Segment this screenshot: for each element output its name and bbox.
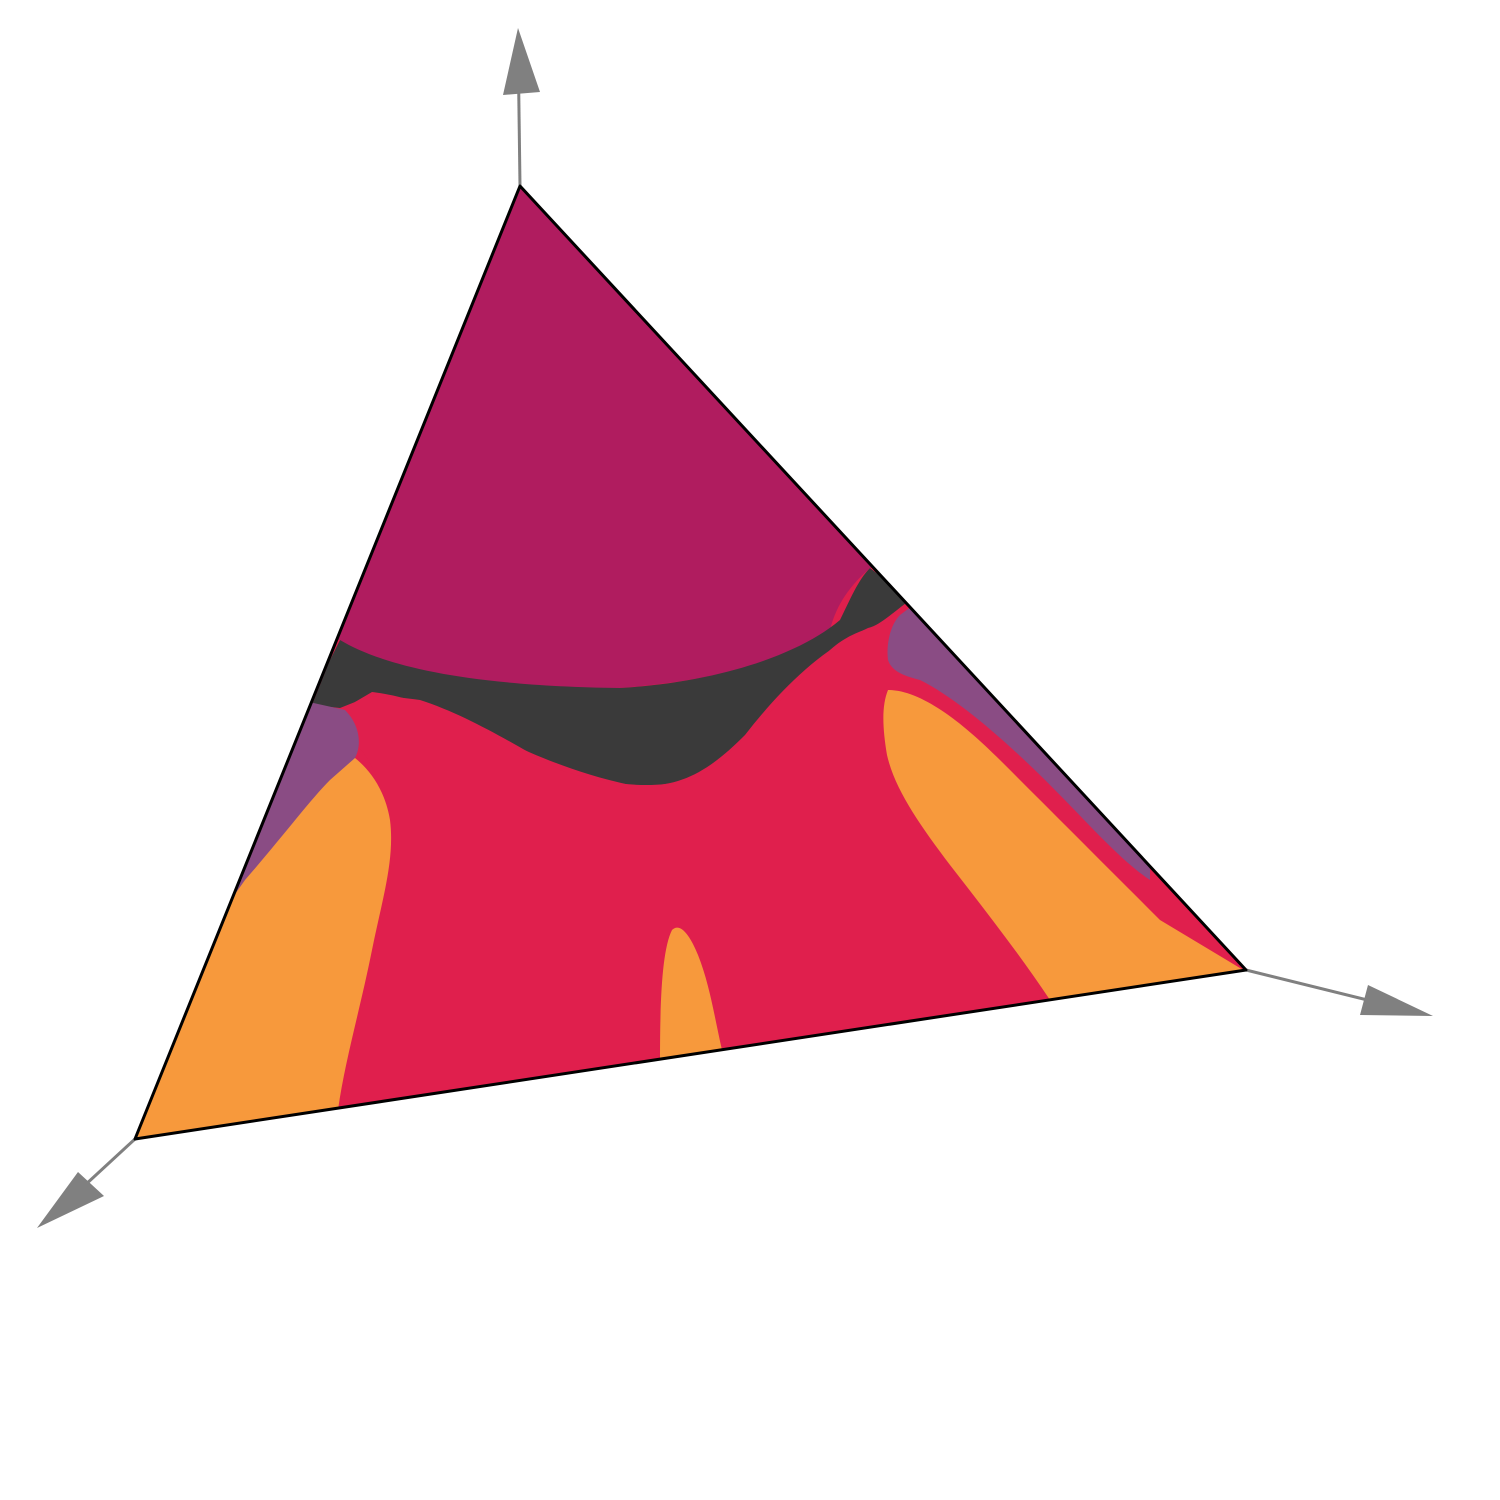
region-center (330, 622, 1045, 1139)
axis-down-left (37, 1137, 137, 1228)
region-orange-right (883, 690, 1246, 1000)
region-dark-band (312, 568, 910, 786)
triangle-outline (133, 184, 1248, 1141)
axis-right (1245, 968, 1433, 1016)
regions (135, 186, 1246, 1139)
axes (37, 28, 1433, 1228)
arrow-down-left-icon (37, 1172, 104, 1228)
arrow-right-icon (1360, 985, 1433, 1016)
axis-up (503, 28, 540, 187)
region-orange-left (135, 758, 392, 1139)
region-top (135, 186, 1246, 689)
region-orange-spike (660, 927, 722, 1060)
arrow-up-icon (503, 28, 540, 95)
